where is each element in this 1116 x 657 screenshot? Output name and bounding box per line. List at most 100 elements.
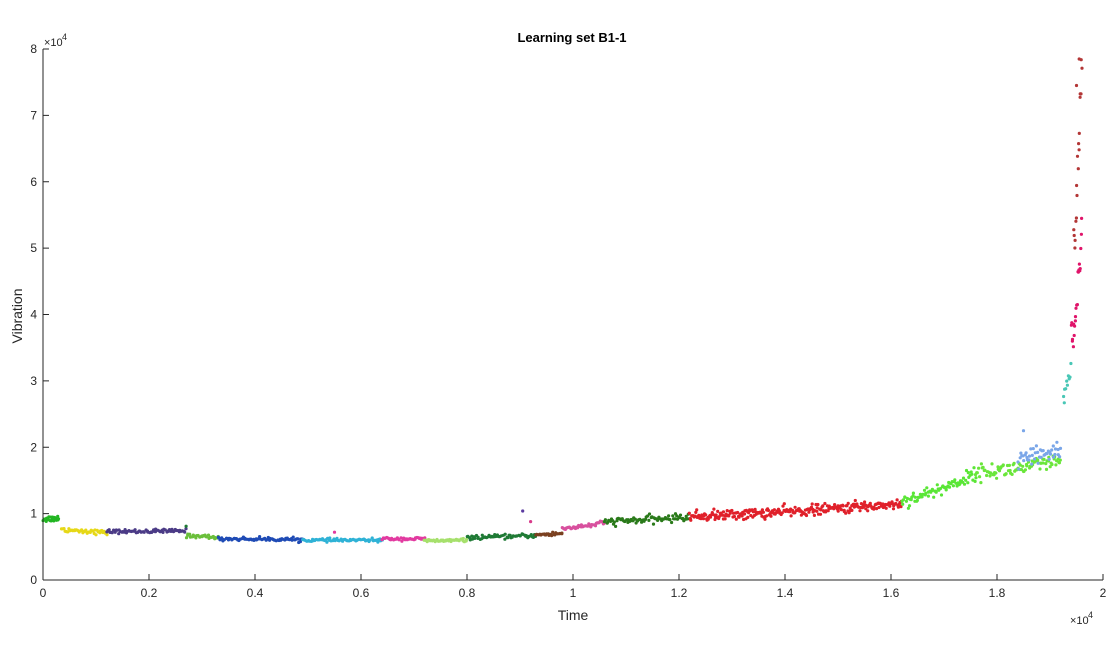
data-point bbox=[1029, 447, 1033, 451]
data-point bbox=[1075, 154, 1080, 158]
data-point bbox=[701, 517, 706, 521]
x-tick-label: 0.6 bbox=[353, 586, 370, 600]
data-point bbox=[399, 536, 403, 540]
data-point bbox=[142, 530, 146, 534]
data-point bbox=[907, 504, 912, 508]
data-point bbox=[780, 511, 784, 515]
data-point bbox=[1075, 193, 1079, 198]
data-point-outlier bbox=[1074, 83, 1079, 88]
data-point bbox=[1019, 451, 1023, 455]
data-point bbox=[922, 488, 927, 492]
data-point bbox=[872, 505, 876, 509]
data-point bbox=[695, 508, 699, 512]
data-point bbox=[864, 507, 868, 511]
data-point bbox=[961, 476, 966, 480]
data-point bbox=[815, 509, 819, 513]
data-point bbox=[844, 511, 848, 515]
data-point bbox=[751, 510, 755, 514]
data-point bbox=[328, 536, 332, 540]
data-point bbox=[788, 510, 792, 514]
data-point bbox=[736, 510, 740, 515]
data-point bbox=[593, 524, 598, 528]
x-tick-label: 1.2 bbox=[671, 586, 688, 600]
data-point bbox=[461, 536, 465, 541]
data-point-outlier bbox=[184, 524, 188, 528]
data-point bbox=[730, 508, 734, 513]
data-point bbox=[926, 494, 931, 498]
data-point bbox=[678, 513, 683, 517]
data-point bbox=[939, 493, 944, 497]
data-point bbox=[875, 507, 879, 511]
data-point bbox=[1048, 452, 1053, 456]
data-point bbox=[711, 513, 716, 517]
data-point bbox=[1069, 361, 1073, 366]
data-point bbox=[925, 486, 929, 490]
data-point bbox=[819, 508, 823, 512]
data-point bbox=[94, 533, 98, 537]
data-point bbox=[713, 517, 717, 522]
data-point bbox=[848, 506, 852, 510]
data-point bbox=[1079, 232, 1083, 236]
data-point bbox=[727, 514, 731, 518]
data-point bbox=[464, 537, 469, 542]
data-point bbox=[1077, 148, 1081, 152]
data-point bbox=[1077, 142, 1081, 146]
data-point bbox=[997, 469, 1002, 473]
data-point bbox=[904, 499, 909, 503]
data-point bbox=[673, 517, 677, 521]
data-point bbox=[1064, 387, 1068, 391]
data-point bbox=[734, 517, 738, 521]
data-point bbox=[1047, 457, 1051, 461]
data-point bbox=[1078, 267, 1082, 271]
data-point bbox=[503, 532, 507, 536]
data-point bbox=[944, 488, 948, 492]
data-point bbox=[742, 512, 747, 516]
data-point bbox=[1030, 453, 1034, 457]
data-point bbox=[765, 514, 769, 518]
x-exponent-base: ×10 bbox=[1070, 615, 1089, 627]
data-point bbox=[863, 500, 867, 504]
data-point bbox=[901, 502, 905, 506]
data-point bbox=[1045, 452, 1049, 456]
data-point bbox=[1038, 467, 1042, 471]
data-point bbox=[376, 540, 380, 544]
data-point bbox=[1057, 461, 1061, 465]
data-point bbox=[979, 481, 983, 485]
data-point bbox=[84, 528, 88, 532]
data-point bbox=[647, 518, 651, 523]
data-point-outlier bbox=[521, 509, 525, 513]
data-point bbox=[905, 496, 910, 501]
data-point bbox=[896, 505, 901, 509]
data-point bbox=[183, 530, 187, 534]
data-point bbox=[996, 465, 1000, 469]
data-point bbox=[920, 495, 924, 499]
data-point bbox=[1072, 233, 1076, 238]
data-point-outlier bbox=[529, 520, 533, 524]
data-point bbox=[975, 471, 979, 475]
data-point bbox=[1050, 448, 1054, 452]
data-point bbox=[850, 508, 854, 512]
data-point bbox=[994, 471, 998, 475]
data-point bbox=[1077, 262, 1081, 266]
data-point bbox=[1018, 463, 1022, 467]
x-tick-label: 2 bbox=[1100, 586, 1107, 600]
data-point bbox=[1077, 131, 1081, 135]
data-point bbox=[614, 524, 618, 529]
data-point bbox=[1079, 246, 1083, 251]
data-point bbox=[1078, 95, 1082, 99]
data-point bbox=[1007, 463, 1012, 467]
data-point bbox=[915, 498, 920, 502]
data-point bbox=[990, 462, 994, 466]
data-point bbox=[947, 485, 952, 489]
data-point bbox=[188, 532, 192, 536]
data-point bbox=[1076, 167, 1080, 171]
data-point bbox=[1074, 306, 1078, 310]
data-point bbox=[633, 517, 637, 521]
data-point bbox=[772, 508, 777, 512]
data-point bbox=[974, 476, 978, 480]
data-point bbox=[647, 512, 652, 516]
data-point bbox=[1056, 447, 1060, 452]
data-point bbox=[966, 471, 970, 475]
data-point bbox=[1058, 446, 1063, 450]
data-point bbox=[777, 509, 781, 513]
